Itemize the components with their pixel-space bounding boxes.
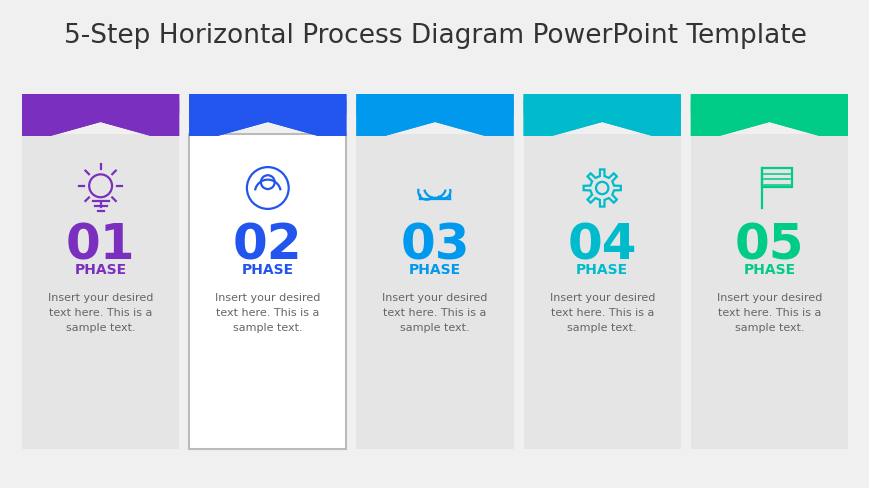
Text: 01: 01 [66,221,136,268]
FancyBboxPatch shape [690,135,847,449]
Polygon shape [690,95,847,137]
FancyBboxPatch shape [22,135,179,449]
Text: Insert your desired
text here. This is a
sample text.: Insert your desired text here. This is a… [48,292,153,332]
FancyBboxPatch shape [356,95,513,120]
Text: 02: 02 [233,221,302,268]
Polygon shape [189,95,346,137]
Polygon shape [22,95,179,137]
Polygon shape [523,95,680,137]
Polygon shape [523,95,680,137]
Text: 03: 03 [400,221,469,268]
FancyBboxPatch shape [523,95,680,120]
FancyBboxPatch shape [22,95,179,120]
Text: PHASE: PHASE [575,263,627,276]
Polygon shape [690,95,847,137]
Text: Insert your desired
text here. This is a
sample text.: Insert your desired text here. This is a… [381,292,488,332]
Text: Insert your desired
text here. This is a
sample text.: Insert your desired text here. This is a… [549,292,654,332]
FancyBboxPatch shape [690,95,847,120]
Text: PHASE: PHASE [408,263,461,276]
Polygon shape [189,95,346,137]
Text: 5-Step Horizontal Process Diagram PowerPoint Template: 5-Step Horizontal Process Diagram PowerP… [63,23,806,49]
FancyBboxPatch shape [523,135,680,449]
Text: Insert your desired
text here. This is a
sample text.: Insert your desired text here. This is a… [215,292,320,332]
Text: 04: 04 [567,221,636,268]
Text: PHASE: PHASE [242,263,294,276]
Text: Insert your desired
text here. This is a
sample text.: Insert your desired text here. This is a… [716,292,821,332]
FancyBboxPatch shape [189,95,346,120]
FancyBboxPatch shape [189,135,346,449]
Polygon shape [356,95,513,137]
Text: 05: 05 [733,221,803,268]
Text: PHASE: PHASE [742,263,794,276]
FancyBboxPatch shape [356,135,513,449]
Polygon shape [356,95,513,137]
Polygon shape [22,95,179,137]
Text: PHASE: PHASE [75,263,127,276]
